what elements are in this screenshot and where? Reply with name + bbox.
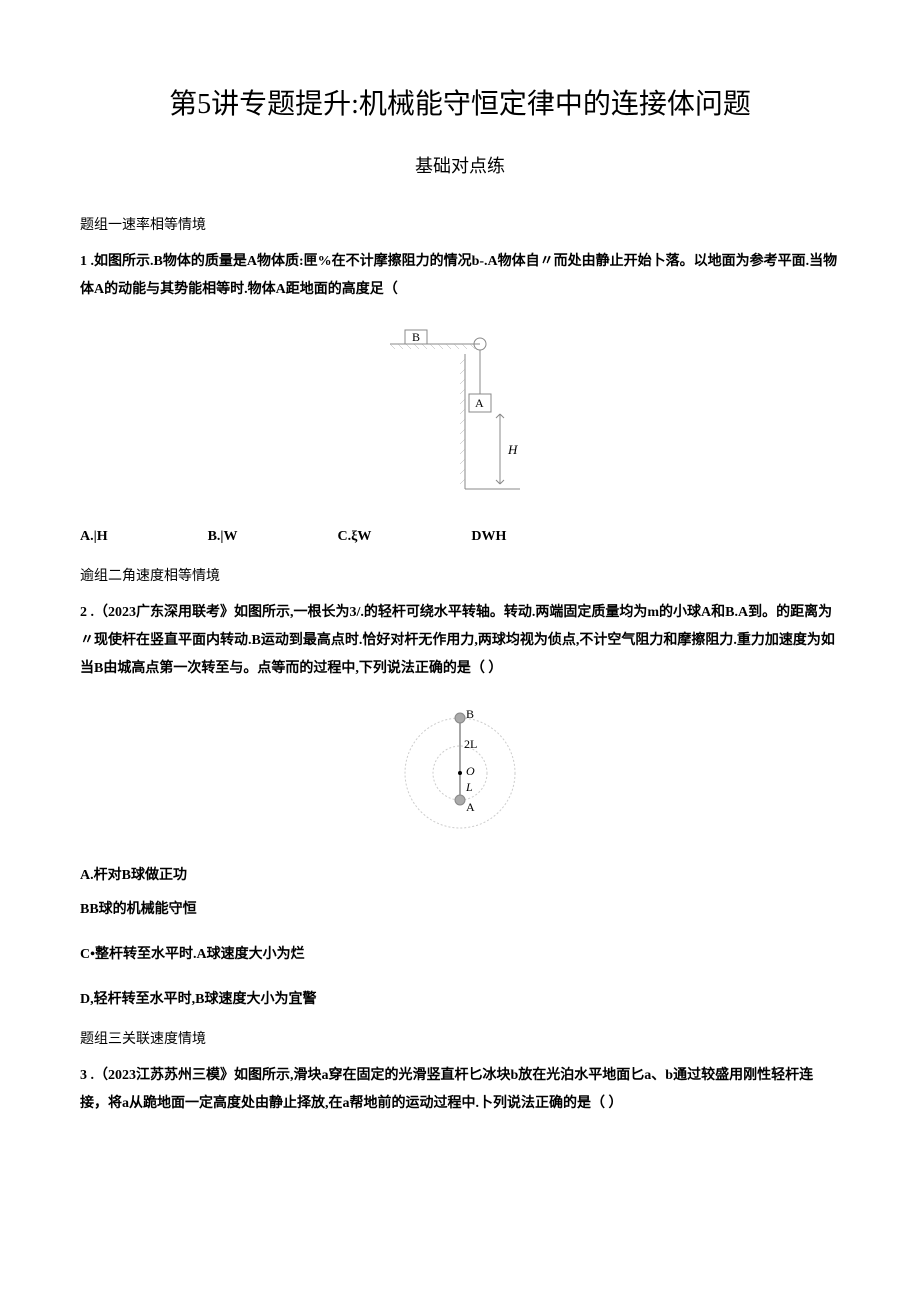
figure-1-label-h: H [507,442,518,457]
section-2-heading: 逾组二角速度相等情境 [80,564,840,589]
q2-option-a: A.杆对B球做正功 [80,863,840,888]
figure-1-label-a: A [475,396,484,410]
q1-option-b: B.|W [208,524,238,549]
figure-2-label-l: L [465,780,473,794]
q1-option-c: C.ξW [338,524,372,549]
q1-option-d: DWH [471,524,506,549]
question-3-content: 3 .（2023江苏苏州三模》如图所示,滑块a穿在固定的光滑竖直杆匕冰块b放在光… [80,1068,813,1111]
question-1-text: 1 .如图所示.B物体的质量是A物体质:匣%在不计摩擦阻力的情况b-.A物体自〃… [80,248,840,304]
figure-2-label-2l: 2L [464,737,477,751]
q2-option-c: C•整杆转至水平时.A球速度大小为烂 [80,942,840,967]
question-1-options: A.|H B.|W C.ξW DWH [80,524,840,549]
figure-1-label-b: B [412,330,420,344]
figure-2-svg: B 2L O L A [390,703,530,843]
q2-option-d: D,轻杆转至水平时,B球速度大小为宜警 [80,987,840,1012]
figure-2-label-a: A [466,800,475,814]
figure-2-label-b: B [466,707,474,721]
section-3-heading: 题组三关联速度情境 [80,1027,840,1052]
page-subtitle: 基础对点练 [80,150,840,182]
figure-2-label-o: O [466,764,475,778]
question-1-content: 1 .如图所示.B物体的质量是A物体质:匣%在不计摩擦阻力的情况b-.A物体自〃… [80,254,837,297]
page-title: 第5讲专题提升:机械能守恒定律中的连接体问题 [80,80,840,130]
question-2-content: 2 .（2023广东深用联考》如图所示,一根长为3/.的轻杆可绕水平转轴。转动.… [80,605,835,676]
figure-1-svg: B A H [370,324,550,504]
section-1-heading: 题组一速率相等情境 [80,213,840,238]
figure-2: B 2L O L A [80,703,840,843]
question-2-text: 2 .（2023广东深用联考》如图所示,一根长为3/.的轻杆可绕水平转轴。转动.… [80,599,840,683]
question-3-text: 3 .（2023江苏苏州三模》如图所示,滑块a穿在固定的光滑竖直杆匕冰块b放在光… [80,1062,840,1118]
q2-option-b: BB球的机械能守恒 [80,897,840,922]
q1-option-a: A.|H [80,524,108,549]
figure-1: B A H [80,324,840,504]
